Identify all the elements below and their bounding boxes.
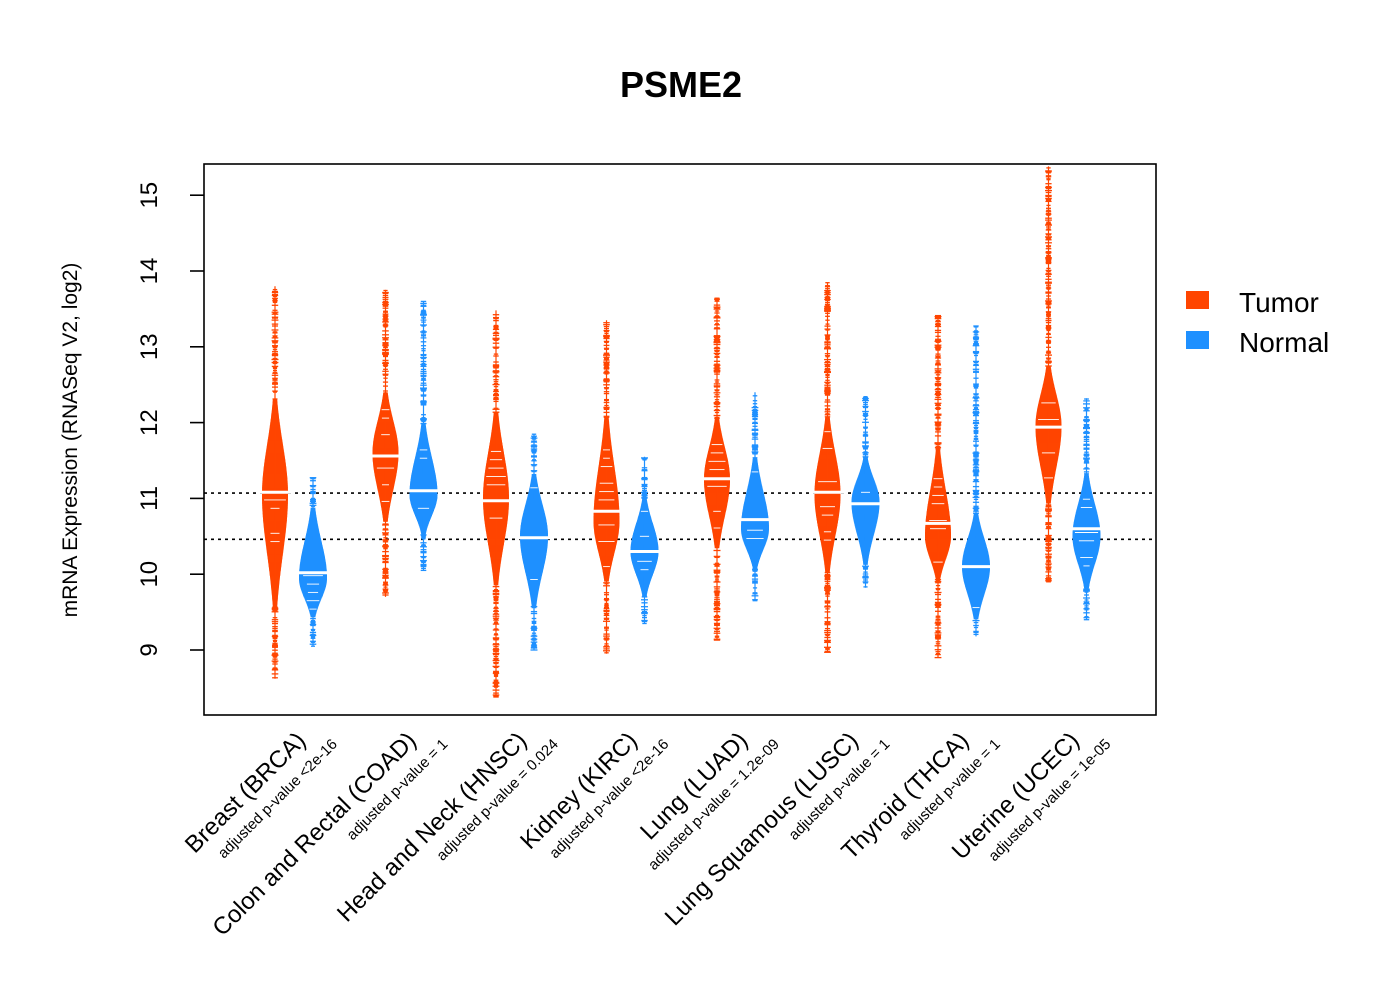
legend-swatch-normal (1186, 331, 1209, 349)
tumor-swarm-7 (920, 314, 956, 659)
normal-swarm-4 (626, 456, 663, 625)
y-tick-label: 12 (136, 409, 163, 436)
tumor-swarm-2 (367, 289, 404, 597)
y-tick-label: 9 (136, 643, 163, 656)
legend-label-normal: Normal (1239, 327, 1329, 358)
y-tick-label: 15 (136, 182, 163, 209)
y-tick-label: 10 (136, 561, 163, 588)
data-swarms (257, 166, 1105, 698)
chart-title: PSME2 (620, 64, 742, 105)
tumor-swarm-5 (699, 297, 735, 641)
legend-label-tumor: Tumor (1239, 287, 1319, 318)
normal-swarm-6 (847, 396, 884, 588)
y-tick-label: 11 (136, 486, 163, 511)
normal-swarm-8 (1068, 398, 1105, 621)
tumor-swarm-3 (478, 310, 514, 698)
tumor-swarm-6 (809, 282, 846, 653)
tumor-swarm-8 (1030, 166, 1067, 583)
tumor-swarm-1 (257, 286, 293, 679)
x-axis-labels: Breast (BRCA)adjusted p-value <2e-16Colo… (180, 727, 1114, 941)
normal-swarm-2 (405, 300, 442, 572)
reference-lines (204, 492, 1156, 541)
tumor-swarm-4 (588, 320, 625, 654)
legend: Tumor Normal (1186, 287, 1329, 358)
normal-swarm-7 (958, 325, 994, 637)
normal-swarm-3 (516, 433, 552, 651)
normal-swarm-5 (737, 392, 773, 602)
y-axis: 9 10 11 12 13 14 15 (136, 182, 204, 657)
legend-swatch-tumor (1186, 291, 1209, 309)
y-tick-label: 13 (136, 333, 163, 360)
y-axis-label: mRNA Expression (RNASeq V2, log2) (59, 263, 82, 618)
y-tick-label: 14 (136, 258, 163, 285)
plot-frame (203, 163, 1157, 716)
normal-swarm-1 (295, 477, 331, 647)
